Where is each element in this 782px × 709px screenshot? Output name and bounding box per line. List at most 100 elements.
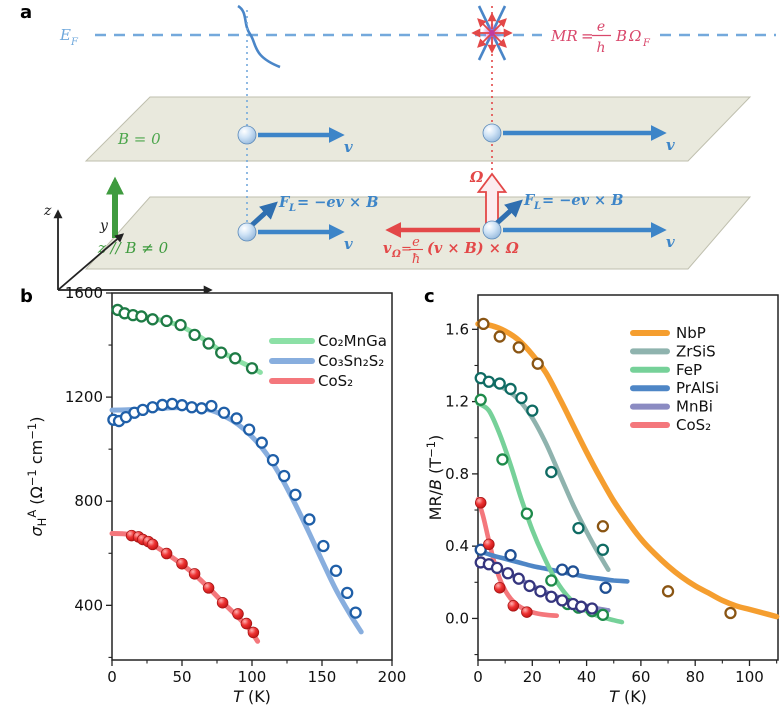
mr-field: B [615,27,627,45]
anomalous-velocity-formula: v Ω = e ħ (v × B) × Ω [383,235,519,267]
lorentz-f: F [523,192,536,209]
legend-label: MnBi [676,398,713,416]
data-point-NbP [596,520,610,533]
x-tick-label: 50 [172,668,191,686]
data-point-CoS₂ [247,626,260,639]
x-tick-label: 200 [378,668,407,686]
panel-a-diagram: a E F [20,2,776,310]
data-point-Co₃Sn₂S₂ [329,564,343,577]
electron-sphere [482,123,502,143]
data-point-FeP [596,608,610,621]
x-tick-label: 0 [473,668,483,686]
data-point-ZrSiS [504,382,517,396]
lorentz-subscript: L [288,203,296,214]
legend-label: FeP [676,361,702,379]
electron-sphere [237,222,257,242]
data-point-Co₂MnGa [160,314,173,328]
data-point-Co₂MnGa [245,362,259,375]
x-tick-label: 80 [686,668,705,686]
data-point-CoS₂ [160,547,173,560]
data-point-ZrSiS [572,521,585,535]
data-point-PrAlSi [566,565,580,578]
lorentz-formula: F L = −ev × B [523,192,624,212]
data-point-Co₃Sn₂S₂ [230,412,243,425]
data-point-ZrSiS [515,391,528,405]
data-point-Co₃Sn₂S₂ [349,606,362,619]
data-point-CoS₂ [146,538,159,551]
legend-entry-FeP: FeP [630,361,702,379]
x-tick-label: 40 [577,668,596,686]
vomega-denominator: ħ [412,252,420,267]
data-point-Co₃Sn₂S₂ [303,513,316,526]
data-point-Co₃Sn₂S₂ [317,539,330,553]
data-point-NbP [661,585,675,598]
y-tick-label: 1.6 [445,320,469,338]
data-point-Co₃Sn₂S₂ [289,488,302,501]
data-point-ZrSiS [482,375,496,388]
vomega-rest: (v × B) × Ω [427,240,519,257]
data-point-FeP [545,574,558,587]
panel-b-chart: b 0 50 100 150 200 400 800 1200 1600 T (K) σHA (Ω−1… [20,284,406,706]
x-tick-label: 100 [735,668,764,686]
data-point-MnBi [523,579,536,593]
data-point-Co₃Sn₂S₂ [205,399,218,413]
data-point-MnBi [575,600,588,613]
data-point-MnBi [585,602,599,615]
data-point-Co₃Sn₂S₂ [266,453,280,467]
data-point-NbP [512,341,525,354]
x-tick-label: 60 [631,668,650,686]
legend-entry-PrAlSi: PrAlSi [630,379,719,397]
b-nonzero-label: z // B ≠ 0 [97,239,169,257]
data-point-ZrSiS [526,404,539,417]
x-tick-label: 150 [308,668,337,686]
legend-label: Co₃Sn₂S₂ [318,352,384,370]
z-axis-label: z [43,203,52,219]
legend-entry-ZrSiS: ZrSiS [630,342,716,360]
data-point-MnBi [545,590,558,603]
data-point-MnBi [556,594,569,607]
y-tick-label: 800 [74,492,103,510]
legend-label: PrAlSi [676,379,719,397]
vomega-subscript: Ω [391,249,401,260]
lorentz-formula: F L = −ev × B [278,194,379,214]
mr-denominator: h [596,40,605,56]
legend-entry-CoS₂: CoS₂ [269,372,353,390]
vomega-v: v [383,240,392,257]
data-point-PrAlSi [599,581,612,594]
data-point-ZrSiS [596,543,610,556]
x-axis-label: T (K) [609,687,647,706]
legend-label: CoS₂ [676,416,711,434]
data-point-Co₃Sn₂S₂ [146,401,159,414]
data-point-Co₃Sn₂S₂ [341,586,354,599]
data-point-CoS₂ [188,568,201,580]
omega-label: Ω [469,168,484,186]
data-point-CoS₂ [202,582,215,594]
data-point-Co₂MnGa [229,352,242,365]
data-point-CoS₂ [232,608,244,620]
panel-b-label: b [20,286,33,307]
data-point-Co₂MnGa [188,328,201,342]
legend-entry-CoS₂: CoS₂ [630,416,711,434]
legend-label: Co₂MnGa [318,332,387,350]
data-point-Co₂MnGa [174,318,187,332]
plot-frame [477,294,779,661]
legend-entry-MnBi: MnBi [630,398,713,416]
legend-entry-Co₃Sn₂S₂: Co₃Sn₂S₂ [269,352,384,370]
legend-label: NbP [676,324,706,342]
y-tick-label: 0.4 [445,537,469,555]
data-point-Co₃Sn₂S₂ [156,398,169,412]
fermi-level-symbol: E [59,26,71,44]
data-point-NbP [724,606,737,620]
velocity-label: v [666,233,675,251]
data-point-Co₃Sn₂S₂ [243,423,256,436]
data-point-NbP [531,357,544,370]
vomega-numerator: e [412,235,420,250]
y-tick-label: 1.2 [445,393,469,411]
electron-sphere [237,125,257,145]
data-point-Co₃Sn₂S₂ [255,436,268,449]
panel-c-label: c [424,286,435,307]
lorentz-subscript: L [533,201,541,212]
data-point-PrAlSi [474,543,487,556]
data-point-CoS₂ [493,581,506,594]
